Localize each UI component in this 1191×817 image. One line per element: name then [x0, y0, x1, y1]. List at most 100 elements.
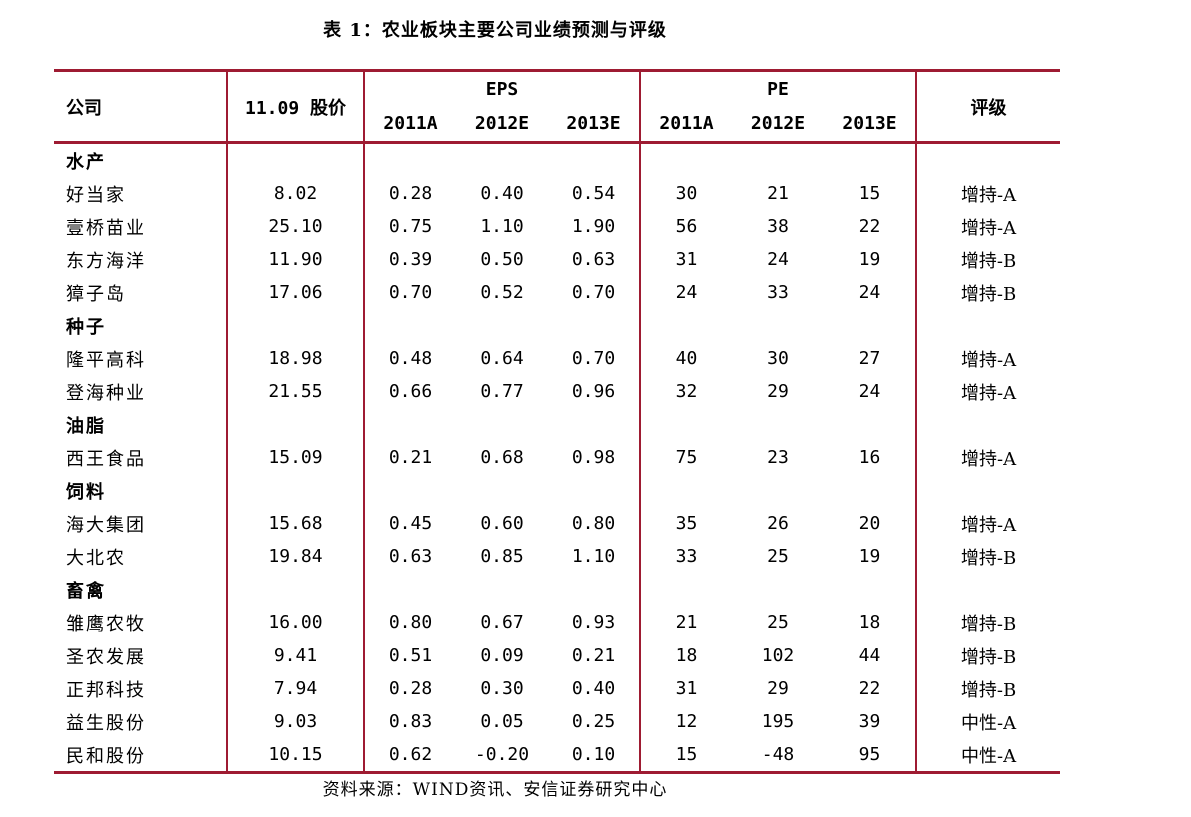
pe-cell: 35: [675, 513, 698, 534]
eps-cell: 0.64: [480, 348, 524, 369]
pe-cell: 32: [675, 381, 698, 402]
empty-cell: [456, 143, 548, 178]
category-row: 饲料: [54, 474, 1060, 507]
pe-cell: 18: [675, 645, 698, 666]
price-cell: 7.94: [227, 672, 365, 705]
empty-cell: [640, 408, 732, 441]
empty-cell: [916, 573, 1060, 606]
empty-cell: [548, 573, 642, 606]
company-name: 益生股份: [54, 705, 228, 738]
eps-cell: 0.50: [480, 249, 524, 270]
eps-cell: 0.60: [480, 513, 524, 534]
pe-cell: 24: [675, 282, 698, 303]
empty-cell: [548, 408, 642, 441]
category-row: 油脂: [54, 408, 1060, 441]
pe-cell: 44: [824, 639, 918, 672]
category-label: 油脂: [54, 408, 228, 441]
header-pe-year: 2012E: [732, 106, 825, 144]
table-row: 雏鹰农牧 16.00 0.80 0.67 0.93 21 25 18 增持-B: [54, 606, 1060, 639]
pe-cell: -48: [732, 738, 825, 774]
eps-cell: 0.80: [388, 612, 433, 633]
eps-cell: 0.70: [548, 276, 642, 309]
price-cell: 17.06: [227, 276, 365, 309]
empty-cell: [824, 474, 918, 507]
pe-cell: 26: [767, 513, 789, 534]
category-label: 饲料: [54, 474, 228, 507]
header-pe-year: 2013E: [824, 106, 918, 144]
eps-cell: 0.62: [364, 738, 456, 774]
header-pe: PE: [640, 69, 918, 106]
eps-cell: 1.90: [548, 210, 642, 243]
empty-cell: [916, 143, 1060, 178]
empty-cell: [916, 309, 1060, 342]
forecast-table: 公司 11.09 股价 EPS PE 评级 2011A 2012E 2013E …: [54, 69, 1061, 774]
eps-cell: 0.21: [548, 639, 642, 672]
eps-cell: 0.63: [548, 243, 642, 276]
empty-cell: [456, 309, 548, 342]
eps-cell: 0.68: [480, 447, 524, 468]
category-row: 水产: [54, 142, 1060, 178]
eps-cell: 0.63: [388, 546, 433, 567]
category-label: 畜禽: [54, 573, 228, 606]
empty-cell: [732, 143, 824, 178]
eps-cell: 0.83: [388, 711, 433, 732]
eps-cell: 0.54: [548, 177, 642, 210]
empty-cell: [227, 142, 365, 177]
empty-cell: [227, 408, 365, 441]
eps-cell: 0.52: [480, 282, 524, 303]
pe-cell: 21: [675, 612, 698, 633]
empty-cell: [732, 573, 824, 606]
eps-cell: 0.51: [388, 645, 433, 666]
empty-cell: [548, 474, 642, 507]
pe-cell: 102: [761, 645, 795, 666]
header-rating: 评级: [916, 69, 1061, 144]
table-row: 西王食品 15.09 0.21 0.68 0.98 75 23 16 增持-A: [54, 441, 1060, 474]
company-name: 圣农发展: [54, 639, 228, 672]
company-name: 壹桥苗业: [54, 210, 228, 243]
company-name: 西王食品: [54, 441, 228, 474]
price-cell: 18.98: [227, 342, 365, 375]
eps-cell: 0.40: [480, 183, 524, 204]
empty-cell: [916, 474, 1060, 507]
table-row: 益生股份 9.03 0.83 0.05 0.25 12 195 39 中性-A: [54, 705, 1060, 738]
eps-cell: 0.28: [388, 678, 433, 699]
empty-cell: [548, 142, 642, 177]
price-cell: 9.03: [227, 705, 365, 738]
empty-cell: [732, 408, 824, 441]
empty-cell: [456, 408, 548, 441]
rating-cell: 增持-A: [960, 448, 1017, 470]
table-row: 民和股份 10.15 0.62 -0.20 0.10 15 -48 95 中性-A: [54, 738, 1061, 774]
pe-cell: 21: [767, 183, 789, 204]
empty-cell: [364, 143, 456, 178]
eps-cell: 0.75: [388, 216, 433, 237]
header-eps-year: 2013E: [548, 106, 642, 144]
empty-cell: [732, 474, 824, 507]
pe-cell: 38: [767, 216, 789, 237]
pe-cell: 195: [761, 711, 795, 732]
header-eps-year: 2011A: [364, 106, 456, 144]
empty-cell: [364, 408, 456, 441]
table-row: 登海种业 21.55 0.66 0.77 0.96 32 29 24 增持-A: [54, 375, 1060, 408]
empty-cell: [916, 408, 1060, 441]
table-row: 好当家 8.02 0.28 0.40 0.54 30 21 15 增持-A: [54, 177, 1060, 210]
table-row: 东方海洋 11.90 0.39 0.50 0.63 31 24 19 增持-B: [54, 243, 1060, 276]
eps-cell: 0.80: [548, 507, 642, 540]
header-company: 公司: [54, 69, 228, 144]
empty-cell: [227, 573, 365, 606]
pe-cell: 18: [824, 606, 918, 639]
empty-cell: [456, 474, 548, 507]
empty-cell: [227, 309, 365, 342]
pe-cell: 19: [824, 540, 918, 573]
table-row: 隆平高科 18.98 0.48 0.64 0.70 40 30 27 增持-A: [54, 342, 1060, 375]
price-cell: 15.68: [227, 507, 365, 540]
rating-cell: 增持-B: [960, 547, 1017, 569]
table-body: 水产 好当家 8.02 0.28 0.40 0.54 30 21 15 增持-A 壹桥苗业 25.10…: [54, 142, 1061, 774]
category-row: 畜禽: [54, 573, 1060, 606]
eps-cell: 0.21: [388, 447, 433, 468]
category-label: 水产: [54, 142, 228, 177]
pe-cell: 30: [675, 183, 698, 204]
eps-cell: 0.98: [548, 441, 642, 474]
eps-cell: -0.20: [456, 738, 548, 774]
rating-cell: 中性-A: [916, 738, 1061, 774]
pe-cell: 22: [824, 210, 918, 243]
